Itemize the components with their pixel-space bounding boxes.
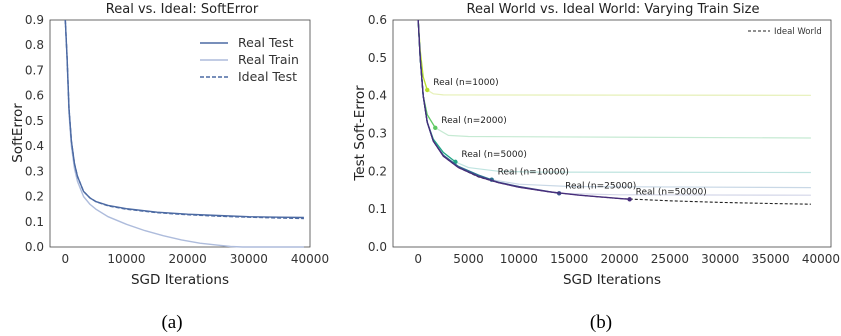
panel-a-series (64, 19, 304, 248)
real-run-marker (627, 197, 632, 202)
panel-b-y-label: Test Soft-Error (352, 85, 368, 182)
y-tick-label: 0.2 (25, 190, 44, 204)
y-tick-label: 0.1 (25, 215, 44, 229)
y-tick-label: 0.1 (368, 202, 387, 216)
x-tick-label: 10000 (500, 252, 538, 266)
real-run-line (417, 19, 456, 163)
x-tick-label: 5000 (453, 252, 484, 266)
panel-a-frame (49, 19, 311, 248)
y-tick-label: 0.7 (25, 63, 44, 77)
legend-ideal-test: Ideal Test (238, 69, 297, 84)
panel-a: Real vs. Ideal: SoftError 0.00.10.20.30.… (10, 2, 329, 333)
y-tick-label: 0.0 (25, 240, 44, 254)
caption-b: (b) (590, 312, 612, 333)
x-tick-label: 0 (414, 252, 422, 266)
real-run-line (417, 19, 436, 129)
real-run-label: Real (n=25000) (565, 181, 636, 191)
x-tick-label: 40000 (291, 252, 329, 266)
x-tick-label: 15000 (550, 252, 588, 266)
real-run-plateau (434, 127, 811, 139)
y-tick-label: 0.8 (25, 38, 44, 52)
x-tick-label: 30000 (701, 252, 739, 266)
panel-b-series (417, 19, 811, 205)
y-tick-label: 0.5 (25, 114, 44, 128)
legend-real-test: Real Test (238, 35, 294, 50)
real-run-plateau (491, 179, 811, 189)
y-tick-label: 0.4 (368, 89, 387, 103)
x-tick-label: 35000 (751, 252, 789, 266)
real-run-marker (425, 87, 430, 93)
x-tick-label: 20000 (600, 252, 638, 266)
panel-b-legend: Ideal World (748, 27, 822, 37)
panel-a-x-ticks: 0 10000 20000 30000 40000 (61, 252, 329, 266)
x-tick-label: 25000 (651, 252, 689, 266)
x-tick-label: 10000 (107, 252, 145, 266)
x-tick-label: 40000 (802, 252, 840, 266)
real-run-plateau (559, 192, 811, 196)
real-run-marker (433, 125, 438, 131)
panel-a-legend: Real Test Real Train Ideal Test (200, 35, 299, 84)
caption-a: (a) (161, 312, 182, 333)
y-tick-label: 0.6 (25, 89, 44, 103)
real-run-label: Real (n=2000) (441, 116, 506, 126)
x-tick-label: 0 (61, 252, 69, 266)
panel-b: Real World vs. Ideal World: Varying Trai… (352, 2, 840, 333)
y-tick-label: 0.5 (368, 51, 387, 65)
y-tick-label: 0.0 (368, 240, 387, 254)
real-run-label: Real (n=10000) (498, 168, 569, 178)
y-tick-label: 0.9 (25, 13, 44, 27)
panel-b-x-ticks: 0 5000 10000 15000 20000 25000 30000 35000 40000 (414, 252, 840, 266)
y-tick-label: 0.4 (25, 139, 44, 153)
panel-b-y-ticks: 0.0 0.1 0.2 0.3 0.4 0.5 0.6 (368, 13, 387, 254)
x-tick-label: 20000 (169, 252, 207, 266)
panel-a-x-label: SGD Iterations (131, 272, 229, 288)
real-run-plateau (426, 89, 811, 96)
panel-b-annotations: Real (n=1000) Real (n=2000) Real (n=5000) R… (433, 78, 707, 197)
panel-b-frame (392, 19, 832, 248)
panel-b-x-label: SGD Iterations (563, 272, 661, 288)
x-tick-label: 30000 (230, 252, 268, 266)
real-run-label: Real (n=5000) (461, 150, 526, 160)
panel-a-y-ticks: 0.0 0.1 0.2 0.3 0.4 0.5 0.6 0.7 0.8 0.9 (25, 13, 44, 254)
y-tick-label: 0.2 (368, 164, 387, 178)
real-run-plateau (455, 161, 811, 174)
legend-ideal-world: Ideal World (774, 27, 822, 37)
legend-real-train: Real Train (238, 52, 299, 67)
y-tick-label: 0.6 (368, 13, 387, 27)
y-tick-label: 0.3 (368, 127, 387, 141)
series-line (64, 19, 304, 220)
panel-a-y-label: SoftError (10, 103, 26, 163)
real-run-label: Real (n=50000) (636, 187, 707, 197)
panel-b-title: Real World vs. Ideal World: Varying Trai… (467, 2, 760, 17)
real-run-label: Real (n=1000) (433, 78, 498, 88)
panel-a-title: Real vs. Ideal: SoftError (106, 2, 259, 17)
y-tick-label: 0.3 (25, 164, 44, 178)
real-run-line (417, 19, 630, 200)
